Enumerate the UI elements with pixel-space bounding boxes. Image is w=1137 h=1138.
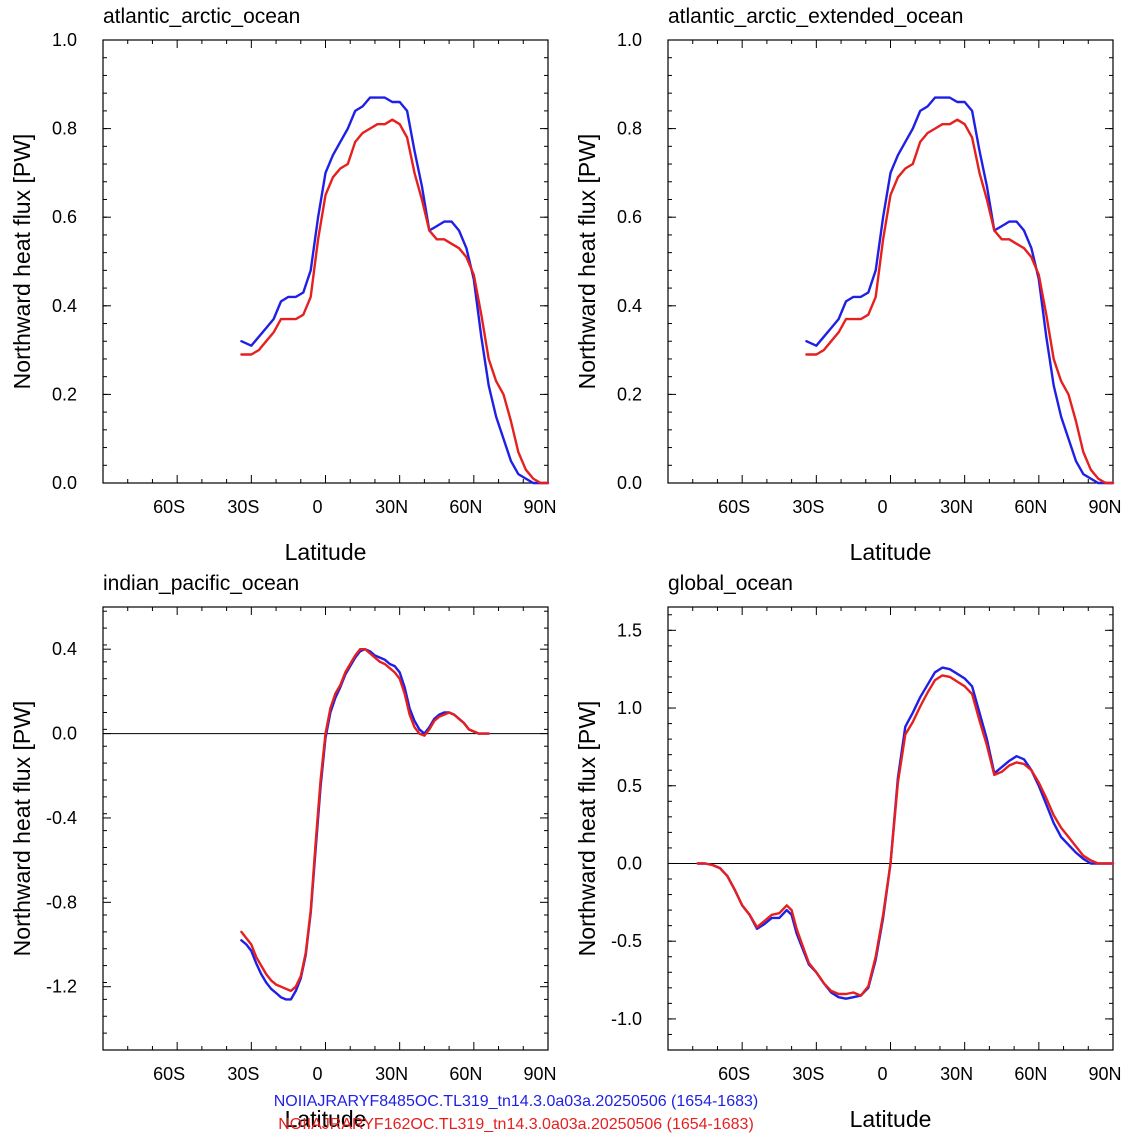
y-tick-label: 1.0 bbox=[52, 30, 77, 50]
y-axis-label: Northward heat flux [PW] bbox=[9, 134, 35, 390]
chart-panel-1: 60S 30S 0 30N 60N 90N 0.0 0.2 0.4 0.6 0.8 1.0 atlant… bbox=[9, 5, 557, 565]
y-tick-label: 0.0 bbox=[617, 853, 642, 873]
y-tick-label: 0.2 bbox=[617, 384, 642, 404]
x-tick-label: 30S bbox=[792, 497, 824, 517]
series-line-1 bbox=[240, 96, 550, 485]
y-tick-label: 0.4 bbox=[52, 296, 77, 316]
plot-frame bbox=[102, 606, 549, 1051]
y-tick-label: 0.5 bbox=[617, 776, 642, 796]
y-tick-label: 0.4 bbox=[617, 296, 642, 316]
series-line-2 bbox=[805, 118, 1115, 485]
y-tick-label: 0.6 bbox=[617, 207, 642, 227]
plot-frame bbox=[102, 39, 549, 484]
series-line-2 bbox=[696, 674, 1115, 997]
x-tick-label: 60N bbox=[1014, 1064, 1047, 1084]
x-tick-label: 60N bbox=[1014, 497, 1047, 517]
x-tick-label: 90N bbox=[523, 497, 556, 517]
x-tick-label: 60S bbox=[718, 1064, 750, 1084]
x-tick-label: 90N bbox=[1088, 497, 1121, 517]
y-tick-label: -0.4 bbox=[46, 808, 77, 828]
x-tick-label: 30N bbox=[940, 1064, 973, 1084]
x-tick-label: 30S bbox=[792, 1064, 824, 1084]
y-tick-label: 0.8 bbox=[617, 119, 642, 139]
x-tick-label: 60S bbox=[153, 497, 185, 517]
x-tick-label: 0 bbox=[312, 497, 322, 517]
series-line-1 bbox=[805, 96, 1115, 485]
chart-panel-4: 60S 30S 0 30N 60N 90N -1.0 -0.5 0.0 0.5 1.0 1.5 glob… bbox=[574, 572, 1122, 1132]
series-line-1 bbox=[240, 648, 490, 1001]
legend-entry-2: NOIIAJRARYF162OC.TL319_tn14.3.0a03a.2025… bbox=[278, 1116, 754, 1133]
y-tick-label: -1.2 bbox=[46, 977, 77, 997]
panel-title: atlantic_arctic_ocean bbox=[103, 5, 300, 28]
panel-title: atlantic_arctic_extended_ocean bbox=[668, 5, 963, 28]
y-tick-label: 0.0 bbox=[52, 473, 77, 493]
plot-frame bbox=[667, 39, 1114, 484]
x-tick-label: 30S bbox=[227, 1064, 259, 1084]
y-tick-label: -0.5 bbox=[611, 931, 642, 951]
panel-title: global_ocean bbox=[668, 572, 793, 595]
y-tick-label: 1.0 bbox=[617, 30, 642, 50]
y-tick-label: -1.0 bbox=[611, 1009, 642, 1029]
x-tick-label: 60N bbox=[449, 497, 482, 517]
x-tick-label: 60S bbox=[718, 497, 750, 517]
y-axis-label: Northward heat flux [PW] bbox=[574, 701, 600, 957]
x-tick-label: 90N bbox=[1088, 1064, 1121, 1084]
x-axis-label: Latitude bbox=[850, 539, 932, 565]
y-tick-label: -0.8 bbox=[46, 892, 77, 912]
panels-group: 60S 30S 0 30N 60N 90N 0.0 0.2 0.4 0.6 0.8 1.0 atlant… bbox=[9, 5, 1122, 1132]
x-tick-label: 0 bbox=[877, 1064, 887, 1084]
chart-panel-2: 60S 30S 0 30N 60N 90N 0.0 0.2 0.4 0.6 0.8 1.0 atlant… bbox=[574, 5, 1122, 565]
y-tick-label: 0.4 bbox=[52, 639, 77, 659]
x-tick-label: 90N bbox=[523, 1064, 556, 1084]
x-tick-label: 30N bbox=[940, 497, 973, 517]
x-tick-label: 30N bbox=[375, 1064, 408, 1084]
x-axis-label: Latitude bbox=[285, 1106, 367, 1132]
panel-title: indian_pacific_ocean bbox=[103, 572, 299, 595]
y-tick-label: 1.0 bbox=[617, 698, 642, 718]
y-tick-label: 1.5 bbox=[617, 620, 642, 640]
x-tick-label: 0 bbox=[312, 1064, 322, 1084]
legend-entry-1: NOIIAJRARYF8485OC.TL319_tn14.3.0a03a.202… bbox=[274, 1093, 758, 1110]
y-tick-label: 0.0 bbox=[52, 724, 77, 744]
x-tick-label: 30S bbox=[227, 497, 259, 517]
y-axis-label: Northward heat flux [PW] bbox=[574, 134, 600, 390]
x-tick-label: 60S bbox=[153, 1064, 185, 1084]
series-line-2 bbox=[240, 118, 550, 485]
series-line-1 bbox=[696, 666, 1115, 1000]
plot-frame bbox=[667, 606, 1114, 1051]
y-tick-label: 0.0 bbox=[617, 473, 642, 493]
x-axis-label: Latitude bbox=[850, 1106, 932, 1132]
y-tick-label: 0.2 bbox=[52, 384, 77, 404]
x-tick-label: 30N bbox=[375, 497, 408, 517]
chart-panel-3: 60S 30S 0 30N 60N 90N -1.2 -0.8 -0.4 0.0 0.4 indian… bbox=[9, 572, 557, 1132]
y-tick-label: 0.6 bbox=[52, 207, 77, 227]
x-axis-label: Latitude bbox=[285, 539, 367, 565]
series-line-2 bbox=[240, 648, 490, 993]
y-tick-label: 0.8 bbox=[52, 119, 77, 139]
x-tick-label: 60N bbox=[449, 1064, 482, 1084]
x-tick-label: 0 bbox=[877, 497, 887, 517]
y-axis-label: Northward heat flux [PW] bbox=[9, 701, 35, 957]
